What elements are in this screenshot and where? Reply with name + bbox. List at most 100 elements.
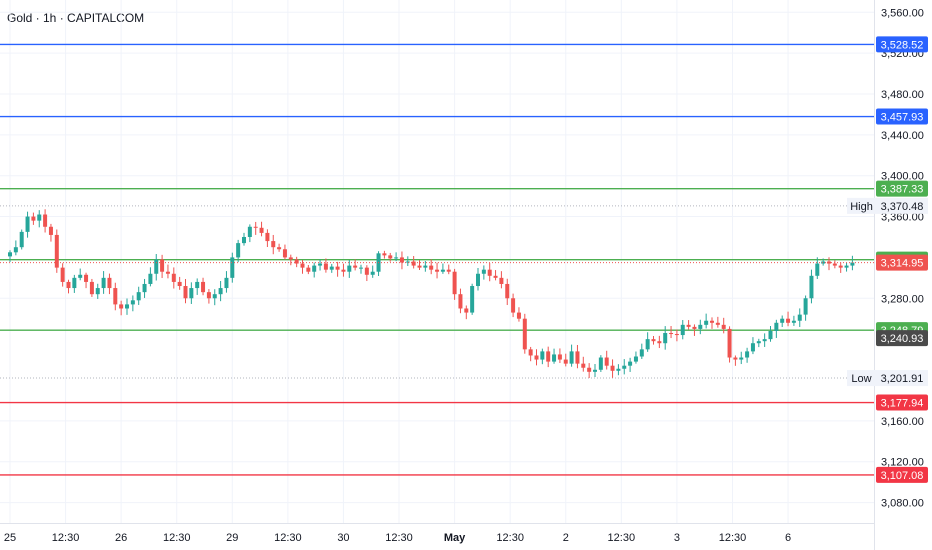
candle-body <box>452 271 457 295</box>
candle-body <box>575 351 580 364</box>
candle-body <box>739 357 744 360</box>
candle-body <box>511 298 516 313</box>
candle-body <box>628 361 633 366</box>
x-tick-label: 12:30 <box>608 532 636 544</box>
marker-price-box <box>876 330 928 347</box>
candle-body <box>48 226 53 235</box>
candle-body <box>470 286 475 313</box>
marker-price-label: 3,240.93 <box>881 333 924 345</box>
candle-body <box>733 357 738 360</box>
candle-body <box>827 261 831 264</box>
candle-body <box>370 271 375 275</box>
x-tick-label: 12:30 <box>52 532 80 544</box>
candle-body <box>809 275 814 299</box>
candle-body <box>195 281 200 289</box>
candle-body <box>259 227 264 233</box>
level-price-blue-box <box>876 36 928 53</box>
x-tick-label: 12:30 <box>274 532 302 544</box>
candle-body <box>271 241 276 248</box>
candle-body <box>493 275 498 278</box>
candle-body <box>528 349 533 356</box>
candle-body <box>78 274 83 278</box>
candle-body <box>645 339 650 350</box>
candle-body <box>60 267 65 282</box>
candle-body <box>136 292 141 301</box>
candle-body <box>593 369 597 372</box>
x-tick-label: 29 <box>226 532 238 544</box>
candle-body <box>704 320 709 325</box>
candle-body <box>31 216 36 221</box>
x-tick-label: May <box>444 532 466 544</box>
candle-body <box>206 292 211 299</box>
level-price-red-box <box>876 394 928 411</box>
x-tick-label: 12:30 <box>163 532 191 544</box>
x-tick-label: 2 <box>563 532 569 544</box>
candle-body <box>540 351 545 360</box>
candle-body <box>440 269 445 272</box>
candle-body <box>838 265 843 268</box>
x-tick-label: 12:30 <box>719 532 747 544</box>
candle-body <box>177 281 182 287</box>
candle-body <box>534 355 539 360</box>
candle-body <box>674 334 679 336</box>
candle-body <box>815 263 820 276</box>
x-tick-label: 6 <box>785 532 791 544</box>
candle-body <box>306 267 311 272</box>
candle-body <box>499 277 504 284</box>
level-price-blue-label: 3,457.93 <box>881 112 924 124</box>
candle-body <box>663 333 668 344</box>
x-tick-label: 30 <box>337 532 349 544</box>
candle-body <box>84 274 89 282</box>
candle-body <box>160 259 165 272</box>
candle-body <box>844 265 849 268</box>
candle-body <box>598 357 603 370</box>
candle-body <box>66 281 71 289</box>
candle-body <box>318 263 323 266</box>
candle-body <box>265 232 270 242</box>
candle-body <box>745 351 750 358</box>
candle-body <box>183 286 188 299</box>
candle-body <box>569 351 574 364</box>
candle-body <box>774 322 779 331</box>
candle-body <box>212 294 217 299</box>
level-price-red-label: 3,107.08 <box>881 470 924 482</box>
candle-body <box>850 262 855 266</box>
candle-body <box>236 243 241 258</box>
candle-body <box>786 318 791 323</box>
candle-body <box>148 273 153 284</box>
candle-body <box>142 283 147 293</box>
last-price-box <box>876 254 928 271</box>
candle-body <box>277 247 282 250</box>
candle-body <box>633 356 638 362</box>
candle-body <box>756 341 761 344</box>
high-price-label: 3,370.48 <box>881 201 924 213</box>
candle-body <box>13 247 18 253</box>
candle-body <box>230 257 235 278</box>
candle-body <box>622 365 627 369</box>
candle-body <box>247 226 252 237</box>
y-tick-label: 3,480.00 <box>881 89 924 101</box>
candle-body <box>347 265 352 272</box>
candle-body <box>780 318 785 323</box>
last-price-label: 3,314.95 <box>881 258 924 270</box>
candle-body <box>201 281 206 293</box>
x-tick-label: 26 <box>115 532 127 544</box>
candle-body <box>399 257 404 263</box>
candle-body <box>669 333 674 335</box>
candle-body <box>505 283 510 299</box>
candle-body <box>446 269 451 272</box>
candle-body <box>125 304 129 309</box>
candle-body <box>710 320 714 323</box>
candle-body <box>341 269 346 272</box>
candle-body <box>791 320 796 323</box>
candle-body <box>721 324 726 329</box>
candle-body <box>218 288 223 295</box>
candle-body <box>832 263 837 266</box>
candle-body <box>487 269 492 276</box>
candle-body <box>686 324 691 327</box>
y-tick-label: 3,120.00 <box>881 457 924 469</box>
candle-body <box>89 281 94 295</box>
candle-body <box>113 288 118 305</box>
candle-body <box>522 318 527 350</box>
